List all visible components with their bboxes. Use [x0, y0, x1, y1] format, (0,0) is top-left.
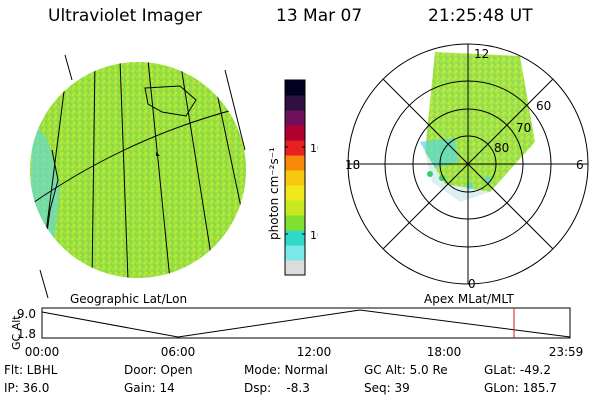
colorbar-segment	[285, 80, 305, 96]
colorbar-label: photon cm⁻²s⁻¹	[267, 147, 281, 240]
alt-xtick-1800: 18:00	[427, 345, 462, 359]
alt-xtick-1200: 12:00	[297, 345, 332, 359]
alt-xtick-0600: 06:00	[161, 345, 196, 359]
alt-ytick-low: 1.8	[17, 327, 36, 341]
info-door: Door: Open	[124, 363, 193, 377]
colorbar-segment	[285, 200, 305, 216]
polar-ring-70: 70	[516, 121, 531, 135]
colorbar-segment	[285, 185, 305, 201]
colorbar-segment	[285, 155, 305, 171]
info-dsp: Dsp: -8.3	[244, 381, 310, 395]
earth-disk-image	[30, 54, 246, 299]
info-filter: Flt: LBHL	[4, 363, 58, 377]
info-gain: Gain: 14	[124, 381, 175, 395]
colorbar-segment	[285, 260, 305, 276]
colorbar-segment	[285, 230, 305, 246]
colorbar-tick-100: 100	[310, 142, 318, 155]
colorbar-segment	[285, 125, 305, 141]
time-label: 21:25:48 UT	[428, 6, 533, 26]
colorbar-segment	[285, 215, 305, 231]
colorbar-segment	[285, 245, 305, 261]
polar-ring-60: 60	[536, 99, 551, 113]
alt-xtick-2359: 23:59	[549, 345, 584, 359]
info-seq: Seq: 39	[364, 381, 410, 395]
colorbar-segment	[285, 140, 305, 156]
altitude-curve	[41, 309, 571, 338]
polar-tick-12: 12	[474, 47, 489, 61]
info-ip: IP: 36.0	[4, 381, 50, 395]
info-mode: Mode: Normal	[244, 363, 328, 377]
colorbar: 100 10 photon cm⁻²s⁻¹	[267, 79, 318, 276]
altitude-timeline: 9.0 1.8 GC Alt 00:00 06:00 12:00 18:00 2…	[10, 307, 584, 359]
alt-ytick-high: 9.0	[17, 307, 36, 321]
alt-xtick-0000: 00:00	[25, 345, 60, 359]
geo-label: Geographic Lat/Lon	[70, 292, 188, 306]
app-title: Ultraviolet Imager	[48, 6, 202, 26]
info-glon: GLon: 185.7	[484, 381, 557, 395]
colorbar-segment	[285, 95, 305, 111]
polar-tick-0: 0	[468, 277, 476, 291]
colorbar-segment	[285, 110, 305, 126]
apex-label: Apex MLat/MLT	[424, 292, 514, 306]
colorbar-segment	[285, 170, 305, 186]
info-glat: GLat: -49.2	[484, 363, 551, 377]
polar-tick-18: 18	[345, 158, 360, 172]
date-label: 13 Mar 07	[276, 6, 363, 26]
polar-ring-80: 80	[494, 141, 509, 155]
earth-disk	[30, 62, 246, 278]
polar-tick-6: 6	[576, 158, 584, 172]
polar-plot: 12 0 18 6 60 70 80	[345, 43, 589, 291]
alt-ylabel: GC Alt	[10, 315, 23, 350]
colorbar-tick-10: 10	[310, 229, 318, 242]
info-gc-alt: GC Alt: 5.0 Re	[364, 363, 448, 377]
